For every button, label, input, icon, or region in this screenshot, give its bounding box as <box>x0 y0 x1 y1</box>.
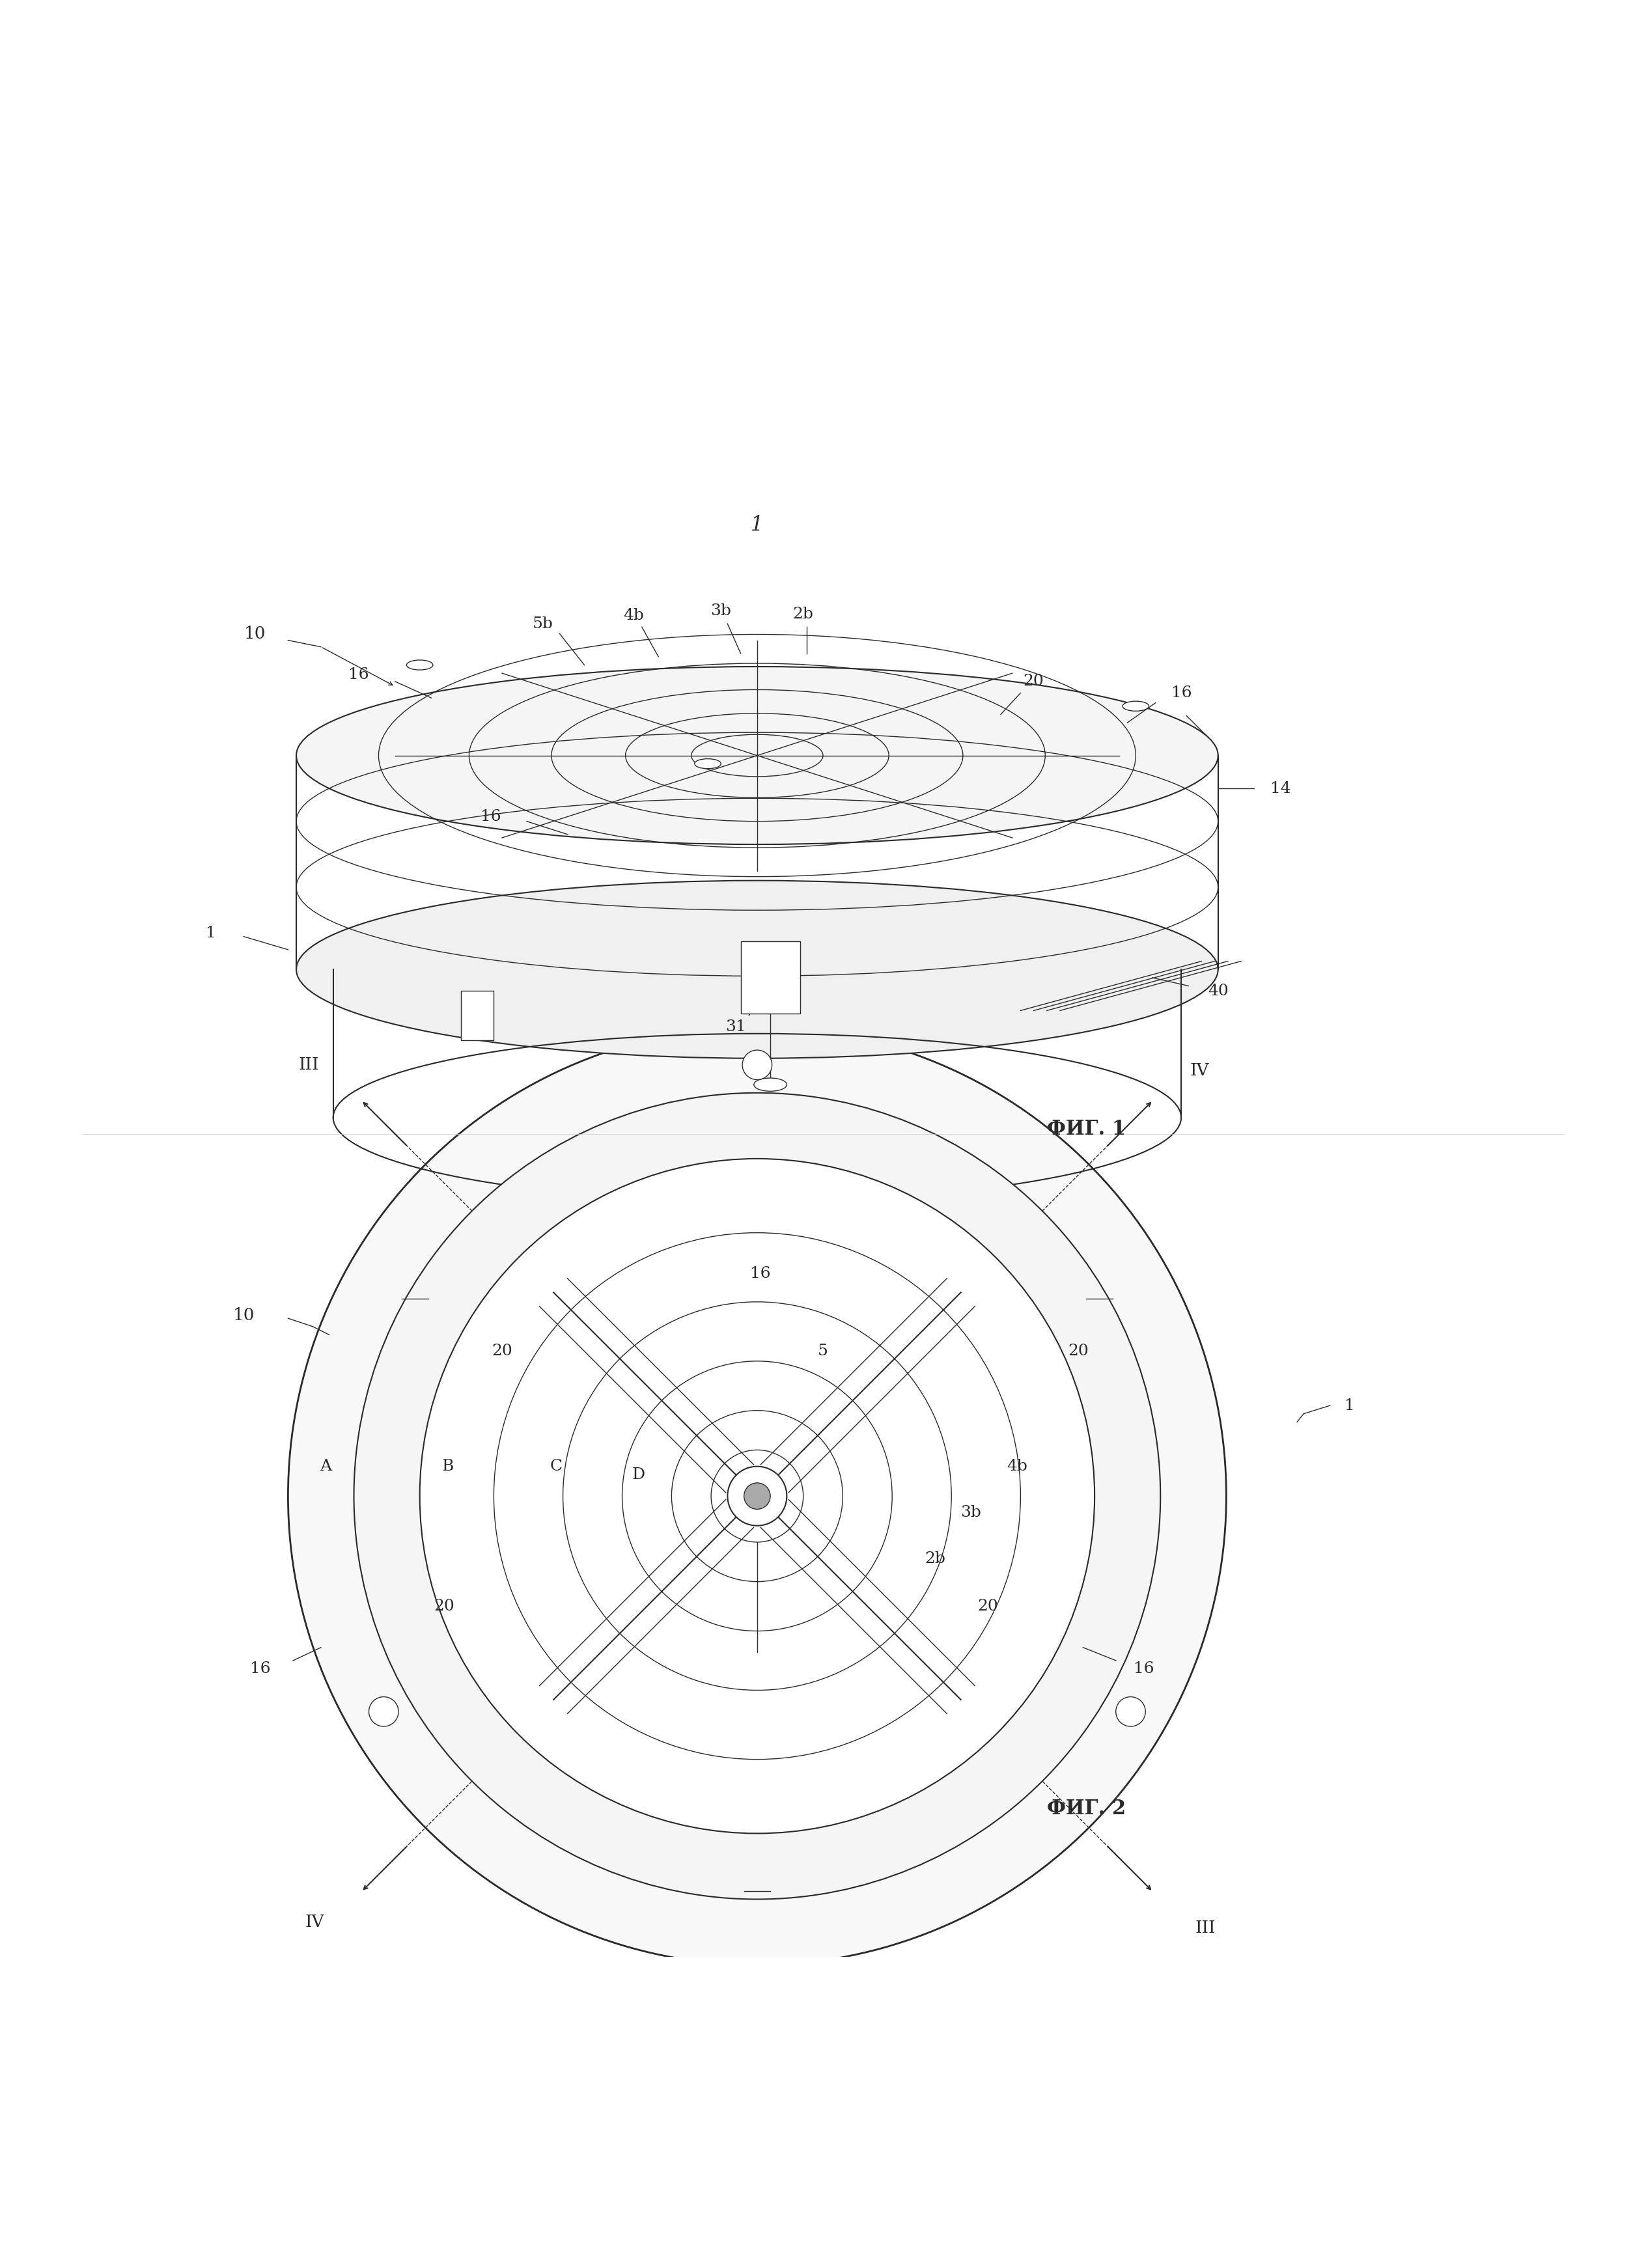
Text: 20: 20 <box>435 1599 454 1615</box>
Text: 20: 20 <box>978 1599 997 1615</box>
FancyBboxPatch shape <box>461 991 494 1041</box>
Text: A: A <box>319 1458 332 1474</box>
Ellipse shape <box>407 660 433 669</box>
Text: III: III <box>300 1057 319 1073</box>
Text: 1: 1 <box>206 925 216 941</box>
Ellipse shape <box>728 1467 787 1526</box>
Text: 20: 20 <box>1024 674 1044 689</box>
Ellipse shape <box>296 880 1218 1059</box>
Ellipse shape <box>420 1159 1095 1833</box>
Text: D: D <box>632 1467 645 1483</box>
Text: 4b: 4b <box>1007 1458 1027 1474</box>
Text: 14: 14 <box>1271 780 1290 796</box>
Text: 3b: 3b <box>711 603 731 619</box>
Text: 10: 10 <box>244 626 267 642</box>
Text: 1: 1 <box>1345 1397 1355 1413</box>
Text: 5b: 5b <box>533 617 553 631</box>
Ellipse shape <box>354 1093 1160 1898</box>
FancyBboxPatch shape <box>741 941 800 1014</box>
Ellipse shape <box>288 1027 1226 1964</box>
Text: III: III <box>1195 1919 1215 1935</box>
Text: ФИГ. 2: ФИГ. 2 <box>1047 1799 1126 1819</box>
Text: 2b: 2b <box>793 606 813 621</box>
Text: 5: 5 <box>818 1343 828 1359</box>
Ellipse shape <box>754 1077 787 1091</box>
Text: 4b: 4b <box>624 608 644 624</box>
Ellipse shape <box>1116 1696 1146 1726</box>
Text: 16: 16 <box>1172 685 1192 701</box>
Text: 16: 16 <box>481 810 500 823</box>
Ellipse shape <box>742 1050 772 1080</box>
Text: B: B <box>441 1458 454 1474</box>
Text: 10: 10 <box>232 1306 255 1322</box>
Text: C: C <box>550 1458 563 1474</box>
Text: 40: 40 <box>1208 984 1228 998</box>
Text: 16: 16 <box>1134 1662 1154 1676</box>
Text: 1: 1 <box>751 515 764 535</box>
Text: IV: IV <box>1190 1061 1210 1080</box>
Text: 3b: 3b <box>961 1506 981 1520</box>
Text: 20: 20 <box>492 1343 512 1359</box>
Text: 20: 20 <box>1068 1343 1088 1359</box>
Text: 16: 16 <box>349 667 369 683</box>
Text: 16: 16 <box>250 1662 270 1676</box>
Text: ФИГ. 1: ФИГ. 1 <box>1047 1118 1126 1139</box>
Ellipse shape <box>1123 701 1149 712</box>
Ellipse shape <box>695 760 721 769</box>
Ellipse shape <box>744 1483 770 1508</box>
Text: 31: 31 <box>726 1021 746 1034</box>
Ellipse shape <box>369 1696 398 1726</box>
Ellipse shape <box>296 667 1218 844</box>
Text: IV: IV <box>305 1914 324 1930</box>
Text: 2b: 2b <box>925 1551 945 1567</box>
Text: 16: 16 <box>751 1266 770 1281</box>
